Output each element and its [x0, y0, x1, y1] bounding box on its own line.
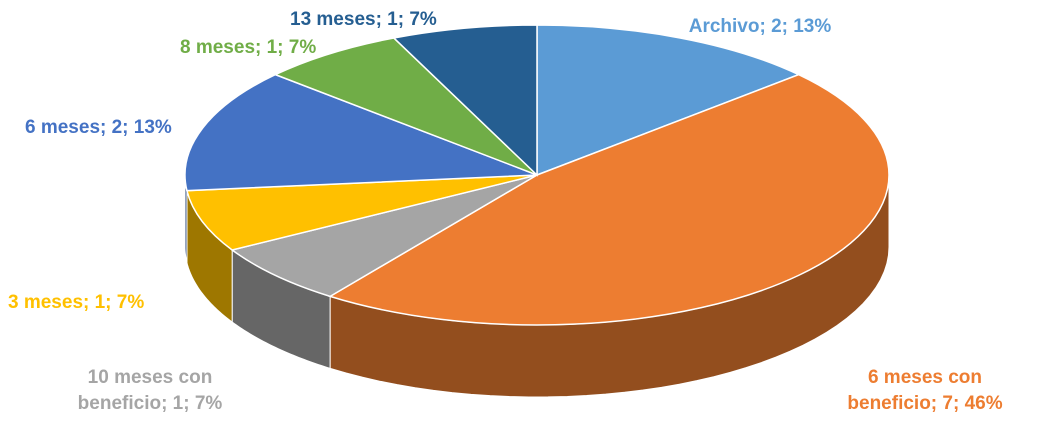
slice [184, 73, 538, 192]
slice [392, 24, 538, 177]
data-label: 10 meses con beneficio; 1; 7% [77, 367, 223, 414]
slice [273, 37, 538, 176]
slice [185, 174, 538, 251]
slice [536, 24, 801, 177]
data-label: Archivo; 2; 13% [688, 16, 832, 37]
slice [230, 174, 538, 298]
data-label: 6 meses; 2; 13% [25, 117, 172, 138]
data-label: 8 meses; 1; 7% [180, 37, 317, 58]
slice [328, 73, 890, 326]
data-label: 13 meses; 1; 7% [290, 9, 437, 30]
data-label: 3 meses; 1; 7% [8, 292, 145, 313]
data-label: 6 meses con beneficio; 7; 46% [847, 367, 1003, 414]
